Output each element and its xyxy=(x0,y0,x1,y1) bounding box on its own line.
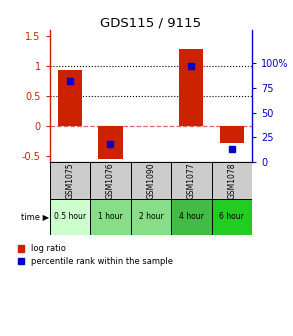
Bar xyxy=(171,199,212,235)
Text: 2 hour: 2 hour xyxy=(139,212,163,221)
Bar xyxy=(50,162,90,199)
Title: GDS115 / 9115: GDS115 / 9115 xyxy=(100,16,202,29)
Bar xyxy=(58,70,82,126)
Text: GSM1090: GSM1090 xyxy=(146,162,155,199)
Bar xyxy=(98,126,122,159)
Text: 6 hour: 6 hour xyxy=(219,212,244,221)
Text: 0.5 hour: 0.5 hour xyxy=(54,212,86,221)
Bar xyxy=(131,199,171,235)
Bar xyxy=(212,162,252,199)
Text: 4 hour: 4 hour xyxy=(179,212,204,221)
Bar xyxy=(90,199,131,235)
Bar xyxy=(90,162,131,199)
Bar xyxy=(179,49,203,126)
Bar xyxy=(131,162,171,199)
Bar xyxy=(171,162,212,199)
Bar xyxy=(212,199,252,235)
Bar xyxy=(50,199,90,235)
Text: 1 hour: 1 hour xyxy=(98,212,123,221)
Text: GSM1077: GSM1077 xyxy=(187,162,196,199)
Text: GSM1075: GSM1075 xyxy=(66,162,74,199)
Bar xyxy=(220,126,244,143)
Text: time ▶: time ▶ xyxy=(21,212,49,221)
Text: GSM1078: GSM1078 xyxy=(227,162,236,199)
Legend: log ratio, percentile rank within the sample: log ratio, percentile rank within the sa… xyxy=(16,243,175,267)
Text: GSM1076: GSM1076 xyxy=(106,162,115,199)
